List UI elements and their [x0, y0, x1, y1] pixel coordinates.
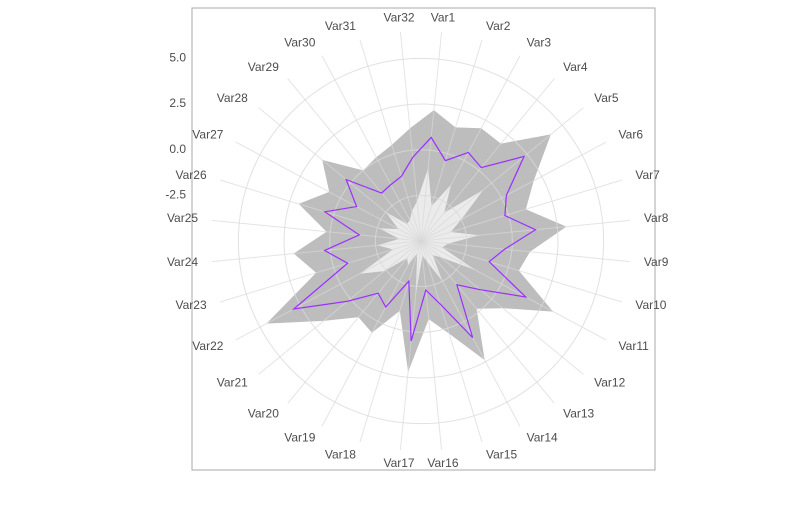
spoke: [399, 240, 422, 451]
spoke: [420, 179, 623, 242]
spoke: [420, 107, 584, 242]
category-label: Var20: [248, 406, 279, 420]
category-label: Var26: [176, 168, 207, 182]
spoke: [287, 78, 422, 242]
category-label: Var29: [248, 60, 279, 74]
category-label: Var16: [427, 456, 458, 470]
category-label: Var23: [176, 298, 207, 312]
spoke: [420, 240, 584, 375]
grid-circle: [283, 103, 559, 379]
category-label: Var6: [619, 128, 644, 142]
category-label: Var3: [527, 36, 552, 50]
category-label: Var9: [644, 255, 669, 269]
grid-circle: [237, 57, 605, 425]
spoke: [420, 240, 443, 451]
category-label: Var7: [635, 168, 660, 182]
category-label: Var12: [594, 375, 625, 389]
category-label: Var30: [284, 36, 315, 50]
spoke: [321, 55, 422, 242]
y-tick-label: 5.0: [169, 51, 186, 65]
category-label: Var17: [383, 456, 414, 470]
category-label: Var4: [563, 60, 588, 74]
category-label: Var28: [217, 91, 248, 105]
category-label: Var11: [619, 339, 650, 353]
spoke: [219, 179, 422, 242]
spoke: [420, 240, 483, 443]
category-label: Var22: [192, 339, 223, 353]
spoke: [420, 78, 555, 242]
category-label: Var13: [563, 406, 594, 420]
spoke: [219, 240, 422, 303]
spoke: [420, 240, 623, 303]
spoke: [420, 219, 631, 242]
spoke: [258, 107, 422, 242]
series-line: [291, 136, 537, 342]
spoke: [420, 141, 607, 242]
category-label: Var2: [486, 19, 511, 33]
spoke: [235, 141, 422, 242]
category-label: Var8: [644, 211, 669, 225]
spoke: [399, 31, 422, 242]
grid-circle: [374, 194, 468, 288]
grid-circle: [329, 149, 513, 333]
spoke: [420, 240, 631, 263]
category-label: Var5: [594, 91, 619, 105]
y-tick-label: 2.5: [169, 96, 186, 110]
spoke: [420, 240, 555, 404]
category-label: Var25: [167, 211, 198, 225]
spoke: [287, 240, 422, 404]
category-label: Var1: [431, 10, 456, 24]
spoke: [359, 39, 422, 242]
spoke: [420, 39, 483, 242]
category-label: Var31: [325, 19, 356, 33]
category-label: Var21: [217, 375, 248, 389]
category-label: Var10: [635, 298, 666, 312]
category-label: Var19: [284, 431, 315, 445]
spoke: [235, 240, 422, 341]
spoke: [420, 55, 521, 242]
y-tick-label: -2.5: [165, 188, 186, 202]
spoke: [359, 240, 422, 443]
category-label: Var15: [486, 448, 517, 462]
category-label: Var27: [192, 128, 223, 142]
spoke: [258, 240, 422, 375]
category-label: Var24: [167, 255, 198, 269]
spoke: [420, 240, 607, 341]
category-label: Var32: [383, 10, 414, 24]
category-label: Var14: [527, 431, 558, 445]
spoke: [211, 240, 422, 263]
spoke: [420, 240, 521, 427]
spoke: [321, 240, 422, 427]
y-tick-label: 0.0: [169, 142, 186, 156]
spoke: [211, 219, 422, 242]
category-label: Var18: [325, 448, 356, 462]
